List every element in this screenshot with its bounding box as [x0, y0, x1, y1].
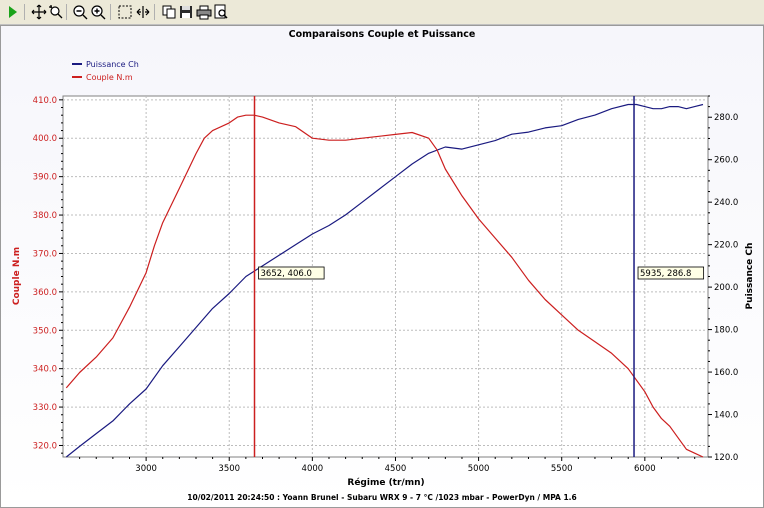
cursor-label: 3652, 406.0 — [261, 269, 312, 279]
save-icon[interactable] — [178, 4, 194, 20]
cursor-label: 5935, 286.8 — [640, 269, 691, 279]
x-axis-label: Régime (tr/mn) — [347, 477, 424, 488]
y-left-tick-label: 340.0 — [33, 365, 57, 375]
x-tick-label: 5500 — [551, 464, 573, 474]
y-right-tick-label: 120.0 — [714, 453, 738, 463]
y-left-tick-label: 400.0 — [33, 134, 57, 144]
move-icon[interactable] — [31, 4, 47, 20]
y-left-tick-label: 390.0 — [33, 173, 57, 183]
x-tick-label: 5000 — [468, 464, 490, 474]
torque-power-chart[interactable]: Comparaisons Couple et Puissance Puissan… — [0, 25, 764, 507]
cursor-label-box — [637, 266, 705, 280]
x-tick-label: 3000 — [135, 464, 157, 474]
chart-title: Comparaisons Couple et Puissance — [289, 29, 476, 40]
legend: Puissance Ch Couple N.m — [72, 60, 139, 82]
y-left-tick-label: 350.0 — [33, 326, 57, 336]
y-left-tick-label: 320.0 — [33, 441, 57, 451]
select-icon[interactable] — [117, 4, 133, 20]
zoom-in-icon[interactable] — [90, 4, 106, 20]
x-tick-label: 4000 — [302, 464, 324, 474]
plot-area[interactable] — [62, 95, 709, 458]
y-right-tick-label: 180.0 — [714, 326, 738, 336]
y-left-tick-label: 380.0 — [33, 211, 57, 221]
y-left-tick-label: 370.0 — [33, 249, 57, 259]
power-series-line[interactable] — [65, 103, 704, 458]
cursor-label-box — [258, 266, 325, 280]
print-icon[interactable] — [196, 4, 212, 20]
y-right-tick-label: 140.0 — [714, 411, 738, 421]
zoom-pan-icon[interactable] — [48, 4, 64, 20]
y-right-tick-label: 220.0 — [714, 241, 738, 251]
y-left-tick-label: 330.0 — [33, 403, 57, 413]
copy-icon[interactable] — [161, 4, 177, 20]
y-right-tick-label: 260.0 — [714, 156, 738, 166]
y-right-tick-label: 280.0 — [714, 113, 738, 123]
series-lines — [65, 103, 704, 458]
axes: 3000 3500 4000 4500 5000 5500 6000 320.0 330.0 34… — [33, 95, 738, 474]
torque-series-line[interactable] — [65, 114, 704, 458]
y-axis-left-label: Couple N.m — [12, 247, 22, 305]
y-left-tick-label: 360.0 — [33, 288, 57, 298]
x-tick-label: 3500 — [218, 464, 240, 474]
y-right-tick-label: 200.0 — [714, 283, 738, 293]
toolbar — [0, 0, 764, 25]
legend-label: Couple N.m — [86, 73, 133, 82]
chart-footer: 10/02/2011 20:24:50 : Yoann Brunel - Sub… — [187, 493, 576, 502]
y-left-tick-label: 410.0 — [33, 96, 57, 106]
run-icon[interactable] — [5, 4, 21, 20]
x-tick-label: 6000 — [634, 464, 656, 474]
y-right-tick-label: 240.0 — [714, 198, 738, 208]
print-preview-icon[interactable] — [213, 4, 229, 20]
legend-label: Puissance Ch — [86, 60, 139, 69]
y-right-tick-label: 160.0 — [714, 368, 738, 378]
x-tick-label: 4500 — [385, 464, 407, 474]
cursor-markers[interactable]: 3652, 406.0 5935, 286.8 — [253, 96, 705, 457]
fit-icon[interactable] — [135, 4, 151, 20]
y-axis-right-label: Puissance Ch — [745, 243, 755, 310]
zoom-out-icon[interactable] — [72, 4, 88, 20]
